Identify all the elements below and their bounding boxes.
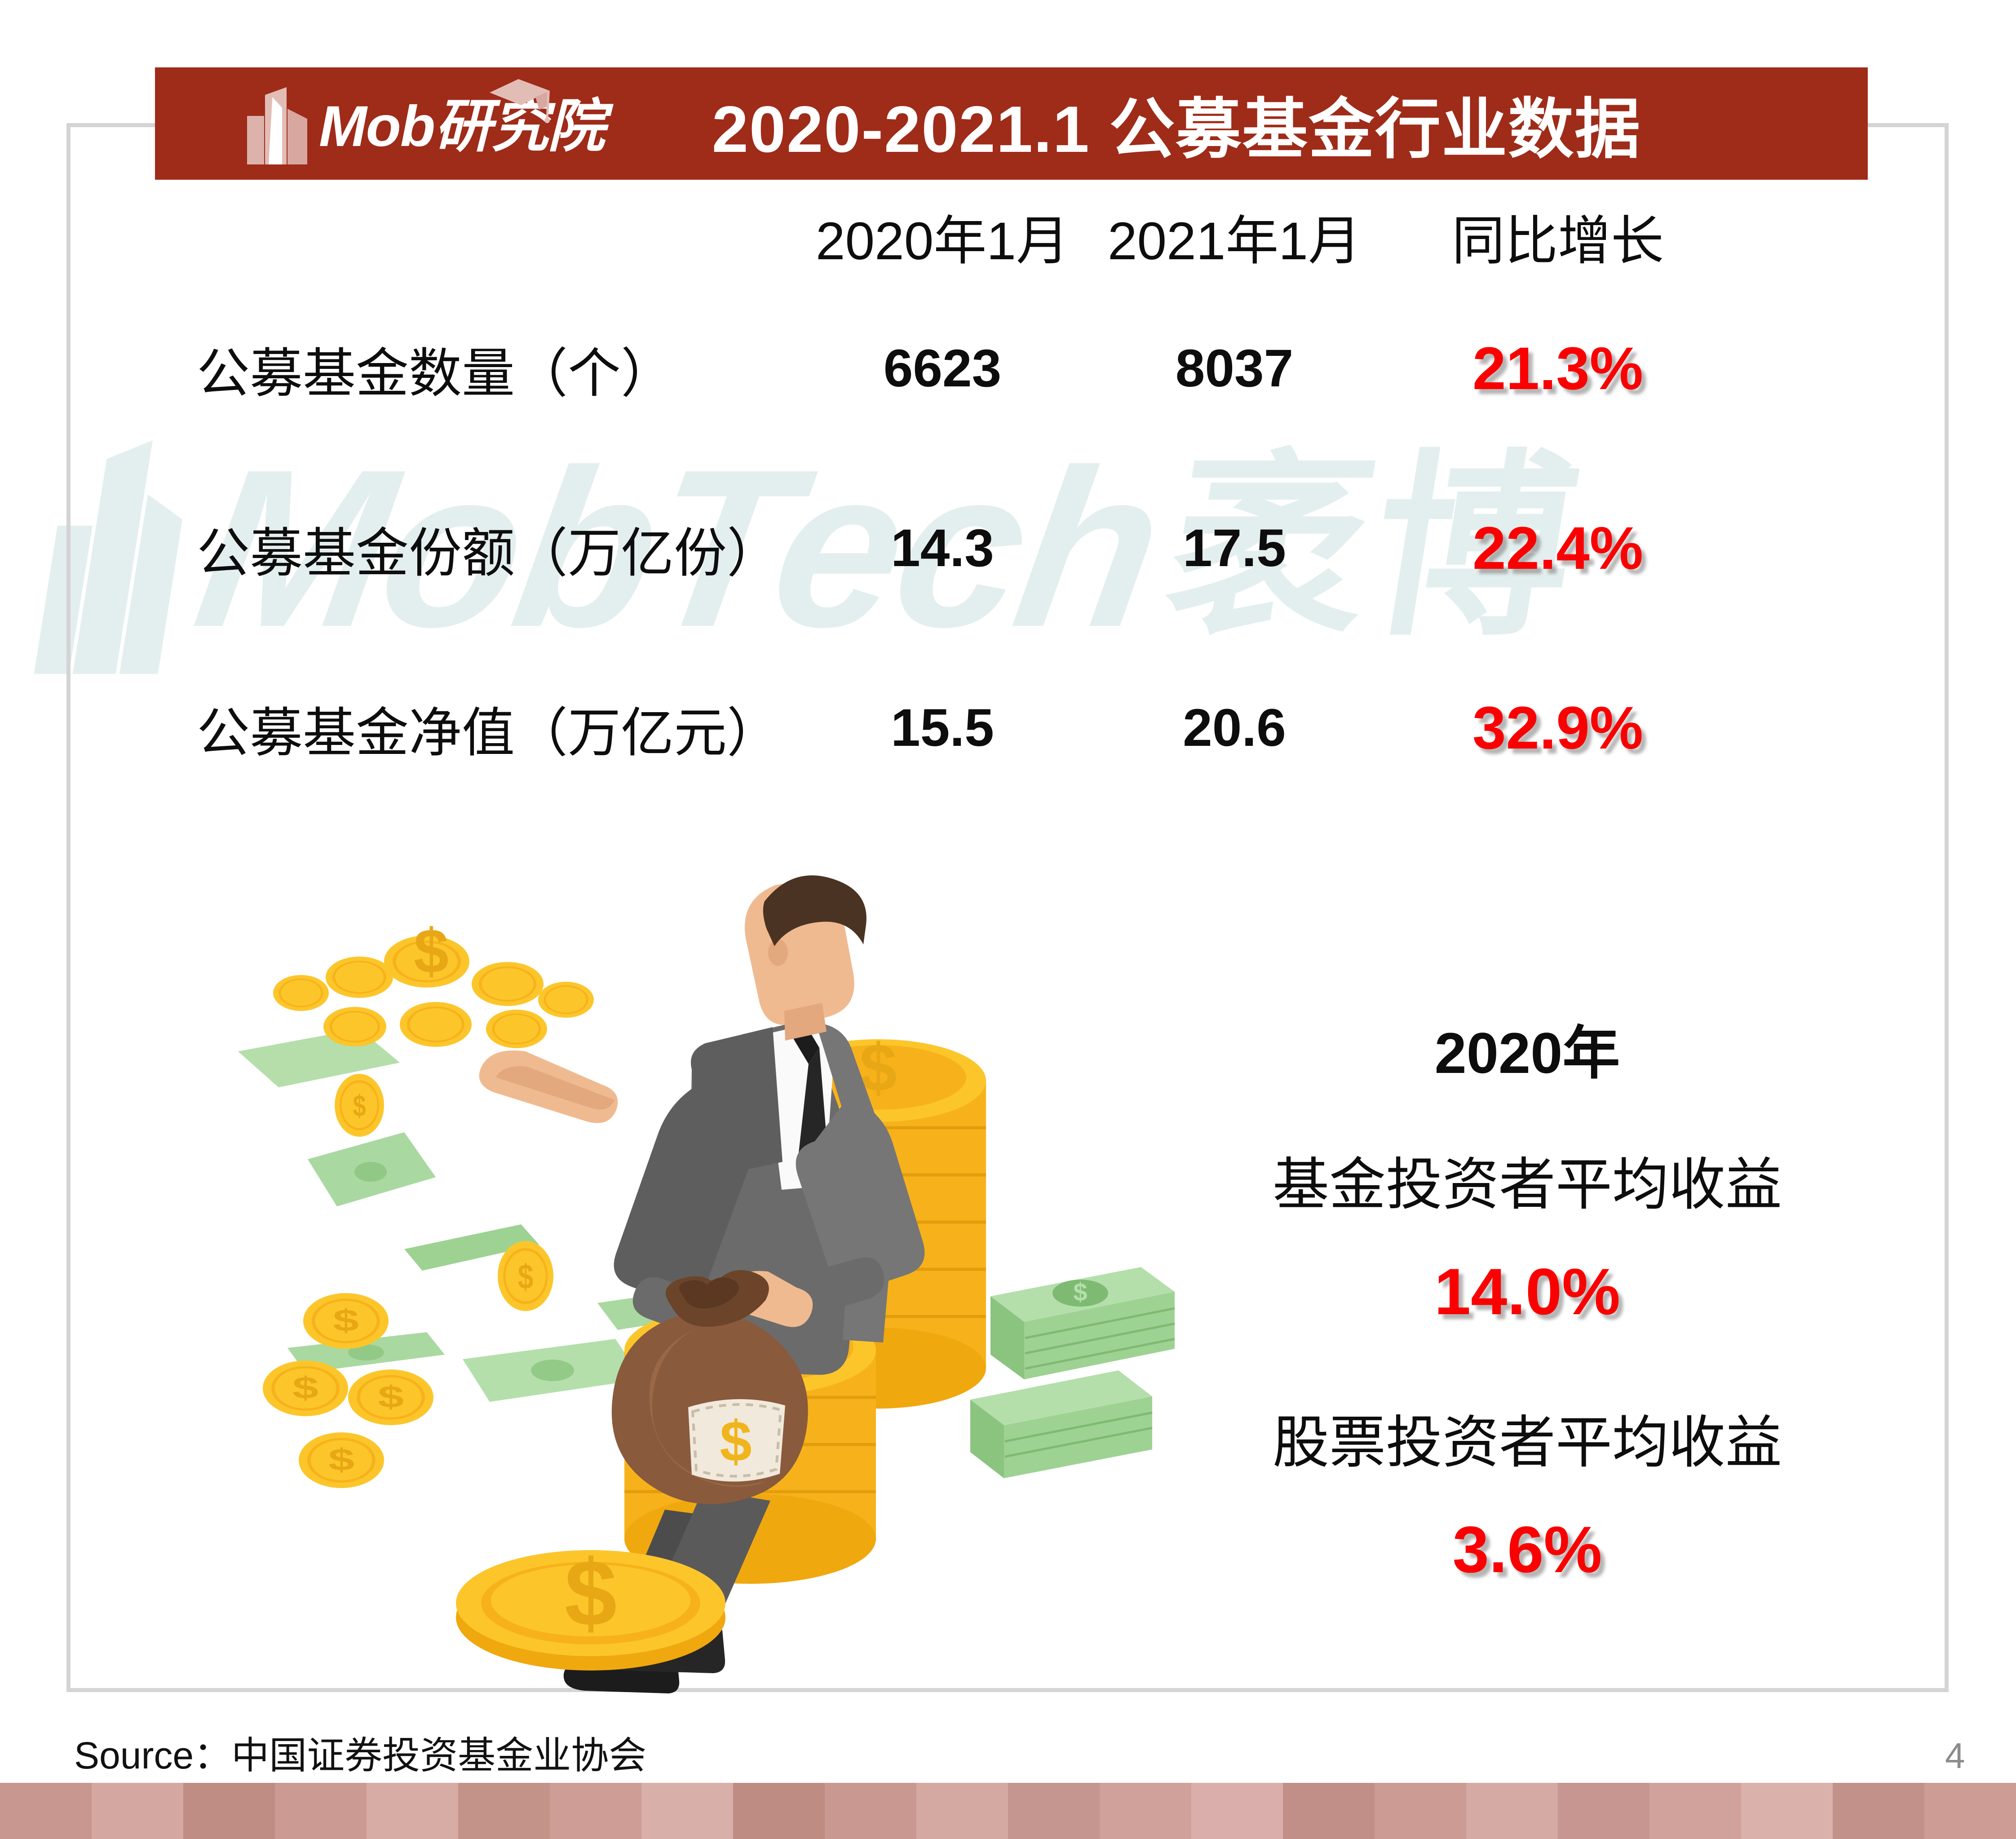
- bottom-bar-stripe: [1100, 1783, 1191, 1839]
- bottom-bar-stripe: [92, 1783, 183, 1839]
- bottom-bar-stripe: [1649, 1783, 1741, 1839]
- mob-research-logo: Mob研究院: [247, 79, 605, 166]
- bottom-bar-stripe: [1375, 1783, 1466, 1839]
- svg-text:$: $: [720, 1409, 752, 1474]
- bottom-bar-stripe: [733, 1783, 825, 1839]
- bottom-bar-stripe: [1283, 1783, 1375, 1839]
- slide-header-band: Mob研究院 2020-2021.1 公募基金行业数据: [155, 67, 1868, 180]
- gold-coin-pile-left: $ $ $ $: [263, 1293, 433, 1488]
- cash-bundle-lower: [970, 1370, 1153, 1478]
- money-bag: $: [611, 1270, 808, 1504]
- row-label-fund-count: 公募基金数量（个）: [197, 344, 674, 403]
- graduation-cap-icon: [490, 79, 550, 123]
- cell-fund-shares-yoy: 22.4%: [1472, 514, 1643, 582]
- bottom-bar-stripe: [275, 1783, 367, 1839]
- cell-fund-shares-2021: 17.5: [1183, 518, 1286, 578]
- stats-year-label: 2020年: [1434, 1021, 1620, 1086]
- bottom-decorative-bar: [0, 1783, 2016, 1839]
- column-header-2020: 2020年1月: [815, 211, 1070, 271]
- svg-text:$: $: [518, 1257, 533, 1296]
- svg-text:$: $: [565, 1540, 617, 1646]
- bottom-bar-stripe: [1008, 1783, 1100, 1839]
- cell-fund-count-2021: 8037: [1175, 339, 1294, 398]
- cell-fund-count-2020: 6623: [883, 339, 1002, 398]
- banknote: [287, 1332, 445, 1373]
- bottom-bar-stripe: [1558, 1783, 1649, 1839]
- column-header-2021: 2021年1月: [1107, 211, 1362, 271]
- cell-fund-nav-2020: 15.5: [891, 698, 994, 758]
- svg-text:$: $: [328, 1442, 354, 1477]
- svg-text:$: $: [333, 1303, 359, 1338]
- cell-fund-shares-2020: 14.3: [891, 518, 994, 578]
- gold-coin: $: [498, 1241, 553, 1311]
- source-note: Source：中国证券投资基金业协会: [74, 1734, 647, 1777]
- bottom-bar-stripe: [1833, 1783, 1924, 1839]
- bottom-bar-stripe: [916, 1783, 1008, 1839]
- svg-text:$: $: [353, 1089, 366, 1123]
- bottom-bar-stripe: [1924, 1783, 2016, 1839]
- bottom-bar-stripe: [641, 1783, 733, 1839]
- fund-investor-return-label: 基金投资者平均收益: [1273, 1153, 1782, 1216]
- bottom-bar-stripe: [1741, 1783, 1833, 1839]
- cell-fund-count-yoy: 21.3%: [1472, 335, 1643, 402]
- column-header-yoy: 同比增长: [1451, 211, 1664, 271]
- svg-text:$: $: [292, 1370, 318, 1405]
- page-title: 2020-2021.1 公募基金行业数据: [712, 92, 1641, 166]
- industry-data-table: 2020年1月 2021年1月 同比增长 公募基金数量（个） 6623 8037…: [66, 193, 1949, 818]
- table-row: 公募基金净值（万亿元） 15.5 20.6 32.9%: [66, 638, 1949, 818]
- bottom-bar-stripe: [458, 1783, 550, 1839]
- bottom-bar-stripe: [367, 1783, 458, 1839]
- table-row: 公募基金数量（个） 6623 8037 21.3%: [66, 279, 1949, 458]
- stock-investor-return-label: 股票投资者平均收益: [1273, 1411, 1782, 1474]
- stock-investor-return-value: 3.6%: [1452, 1513, 1602, 1586]
- bottom-bar-stripe: [0, 1783, 92, 1839]
- bottom-bar-stripe: [1466, 1783, 1558, 1839]
- investor-return-stats: 2020年 基金投资者平均收益 14.0% 股票投资者平均收益 3.6%: [1208, 1006, 1846, 1587]
- bottom-bar-stripe: [550, 1783, 641, 1839]
- cell-fund-nav-2021: 20.6: [1183, 698, 1286, 758]
- row-label-fund-nav: 公募基金净值（万亿元）: [197, 703, 780, 763]
- table-header-row: 2020年1月 2021年1月 同比增长: [66, 193, 1949, 279]
- bottom-bar-stripe: [1191, 1783, 1283, 1839]
- businessman-sitting-on-coins-illustration: $ $ $ $: [238, 875, 1175, 1693]
- page-number: 4: [1945, 1736, 1965, 1776]
- gold-coin-front: $: [456, 1540, 725, 1671]
- banknote: [308, 1132, 436, 1206]
- bottom-bar-stripe: [183, 1783, 275, 1839]
- cell-fund-nav-yoy: 32.9%: [1472, 694, 1643, 762]
- gold-coin-cluster: $: [273, 916, 594, 1048]
- fund-investor-return-value: 14.0%: [1434, 1255, 1620, 1328]
- svg-text:$: $: [378, 1379, 404, 1414]
- svg-text:$: $: [414, 916, 449, 986]
- bottom-bar-stripe: [825, 1783, 916, 1839]
- table-row: 公募基金份额（万亿份） 14.3 17.5 22.4%: [66, 458, 1949, 638]
- banknote: [463, 1339, 642, 1402]
- mob-building-logo-icon: [247, 81, 319, 166]
- row-label-fund-shares: 公募基金份额（万亿份）: [197, 523, 780, 583]
- cash-bundle-upper: $: [990, 1267, 1175, 1379]
- logo-wordmark: Mob研究院: [319, 94, 605, 159]
- svg-text:$: $: [1073, 1278, 1087, 1306]
- banknote: [404, 1224, 539, 1271]
- gold-coin: $: [335, 1074, 384, 1137]
